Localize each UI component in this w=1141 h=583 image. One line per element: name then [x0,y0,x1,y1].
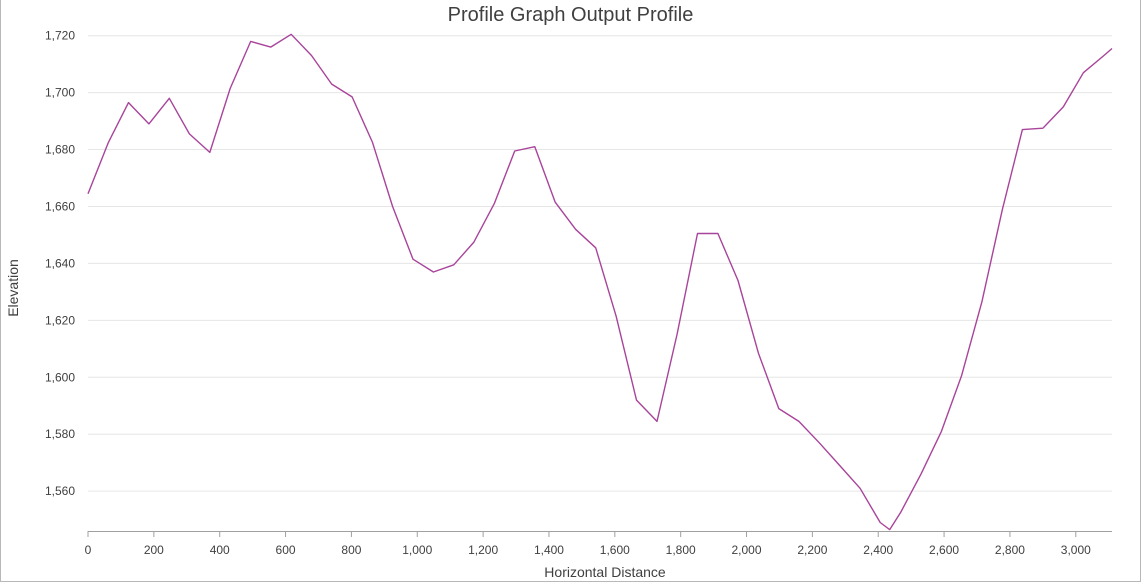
series-layer [87,33,1113,531]
x-tick-label: 2,800 [995,543,1025,557]
y-tick-label: 1,660 [45,199,75,213]
x-tick-label: 800 [341,543,361,557]
x-tick-label: 1,200 [468,543,498,557]
y-tick-label: 1,620 [45,313,75,327]
x-tick-label: 200 [144,543,164,557]
x-tick-label: 1,600 [600,543,630,557]
x-tick-label: 400 [210,543,230,557]
y-tick-label: 1,560 [45,484,75,498]
x-tick-label: 2,000 [732,543,762,557]
x-tick-label: 0 [85,543,92,557]
y-axis: 1,560 1,580 1,600 1,620 1,640 1,660 1,680 1,700… [45,29,75,498]
y-tick-label: 1,700 [45,86,75,100]
y-tick-label: 1,680 [45,143,75,157]
y-tick-label: 1,580 [45,427,75,441]
elevation-profile-line [87,33,1113,531]
x-tick-label: 3,000 [1061,543,1091,557]
x-axis: 0 200 400 600 800 1,000 1,200 1,400 1,600 1,800 2,… [85,531,1112,557]
chart-title: Profile Graph Output Profile [447,4,694,26]
x-axis-label: Horizontal Distance [544,564,666,580]
grid-lines [88,35,1112,492]
x-tick-label: 2,600 [929,543,959,557]
x-tick-label: 2,400 [863,543,893,557]
x-tick-label: 1,400 [534,543,564,557]
x-tick-label: 1,800 [666,543,696,557]
y-tick-label: 1,640 [45,256,75,270]
x-tick-label: 2,200 [797,543,827,557]
x-tick-label: 600 [276,543,296,557]
y-tick-label: 1,600 [45,370,75,384]
y-tick-label: 1,720 [45,29,75,43]
x-tick-label: 1,000 [402,543,432,557]
